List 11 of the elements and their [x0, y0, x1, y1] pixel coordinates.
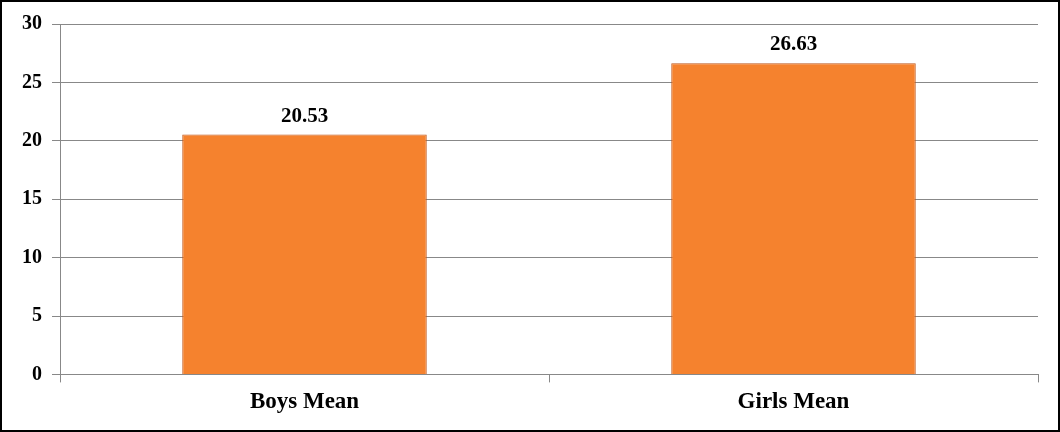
- y-tick-label: 25: [22, 69, 42, 92]
- y-tick-label: 0: [32, 361, 42, 384]
- data-label: 20.53: [280, 102, 329, 127]
- y-tick-label: 10: [22, 244, 42, 267]
- x-tick-label: Girls Mean: [737, 388, 850, 414]
- y-tick-label: 15: [22, 186, 42, 209]
- y-tick-label: 30: [22, 11, 42, 34]
- y-tick-label: 5: [32, 303, 42, 326]
- x-tick-label: Boys Mean: [249, 388, 360, 414]
- data-label: 26.63: [769, 31, 818, 56]
- y-tick-label: 20: [22, 127, 42, 150]
